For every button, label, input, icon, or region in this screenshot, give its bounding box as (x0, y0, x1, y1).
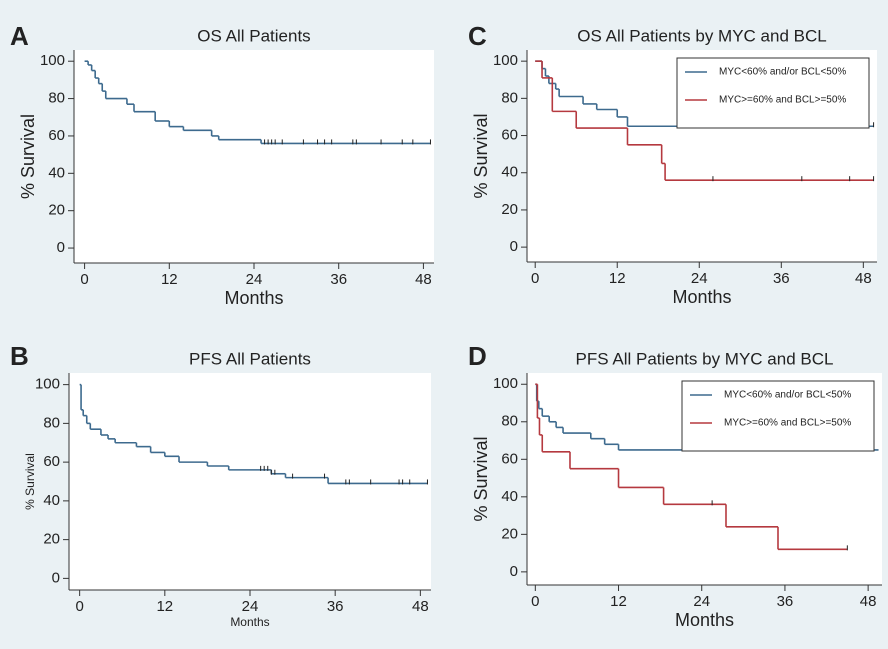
legend-label: MYC>=60% and BCL>=50% (724, 418, 851, 429)
y-tick-label: 80 (501, 89, 518, 106)
legend-label: MYC<60% and/or BCL<50% (724, 390, 851, 401)
panel-label: C (468, 21, 487, 51)
y-axis-label: % Survival (18, 114, 38, 199)
chart-title: OS All Patients by MYC and BCL (577, 26, 826, 45)
y-tick-label: 20 (43, 531, 60, 548)
x-tick-label: 24 (691, 270, 708, 287)
x-axis-label: Months (230, 615, 269, 629)
panel-label: D (468, 341, 487, 371)
y-tick-label: 80 (501, 413, 518, 430)
y-tick-label: 20 (48, 202, 65, 219)
x-tick-label: 48 (855, 270, 872, 287)
x-tick-label: 0 (75, 598, 83, 615)
x-tick-label: 24 (693, 593, 710, 610)
survival-curve (535, 383, 848, 551)
y-tick-label: 40 (501, 488, 518, 505)
plot-area (69, 373, 431, 590)
x-tick-label: 24 (246, 271, 263, 288)
y-tick-label: 80 (43, 414, 60, 431)
legend-label: MYC<60% and/or BCL<50% (719, 67, 846, 78)
legend-box (676, 57, 870, 129)
y-tick-label: 80 (48, 90, 65, 107)
y-tick-label: 60 (501, 127, 518, 144)
y-tick-label: 60 (43, 453, 60, 470)
x-tick-label: 36 (773, 270, 790, 287)
y-tick-label: 40 (43, 492, 60, 509)
x-tick-label: 48 (415, 271, 432, 288)
x-tick-label: 48 (860, 593, 877, 610)
y-tick-label: 0 (510, 563, 518, 580)
y-tick-label: 0 (52, 569, 60, 586)
y-tick-label: 40 (501, 164, 518, 181)
panel-label: B (10, 341, 29, 371)
x-tick-label: 24 (242, 598, 259, 615)
y-tick-label: 100 (40, 52, 65, 69)
x-tick-label: 36 (777, 593, 794, 610)
x-tick-label: 0 (531, 593, 539, 610)
plot-area (74, 50, 434, 263)
x-tick-label: 12 (610, 593, 627, 610)
x-tick-label: 12 (156, 598, 173, 615)
y-tick-label: 20 (501, 525, 518, 542)
panel-label: A (10, 21, 29, 51)
x-tick-label: 36 (327, 598, 344, 615)
x-tick-label: 0 (531, 270, 539, 287)
y-tick-label: 40 (48, 164, 65, 181)
y-tick-label: 100 (35, 376, 60, 393)
chart-title: PFS All Patients (189, 349, 311, 368)
x-tick-label: 36 (330, 271, 347, 288)
legend-box (681, 380, 875, 452)
y-tick-label: 60 (501, 450, 518, 467)
x-tick-label: 12 (609, 270, 626, 287)
chart-title: OS All Patients (197, 26, 310, 45)
x-axis-label: Months (224, 288, 283, 308)
y-axis-label: % Survival (471, 113, 491, 198)
legend-label: MYC>=60% and BCL>=50% (719, 95, 846, 106)
x-axis-label: Months (675, 610, 734, 630)
x-tick-label: 0 (80, 271, 88, 288)
chart-title: PFS All Patients by MYC and BCL (576, 349, 834, 368)
y-tick-label: 0 (57, 239, 65, 256)
x-axis-label: Months (672, 287, 731, 307)
survival-curve (79, 383, 428, 485)
y-tick-label: 100 (493, 52, 518, 69)
x-tick-label: 48 (412, 598, 429, 615)
y-axis-label: % Survival (471, 436, 491, 521)
x-tick-label: 12 (161, 271, 178, 288)
y-axis-label: % Survival (23, 453, 37, 510)
y-tick-label: 100 (493, 375, 518, 392)
y-tick-label: 60 (48, 127, 65, 144)
y-tick-label: 0 (510, 238, 518, 255)
survival-curve (84, 60, 431, 145)
survival-curve (535, 60, 875, 182)
y-tick-label: 20 (501, 201, 518, 218)
